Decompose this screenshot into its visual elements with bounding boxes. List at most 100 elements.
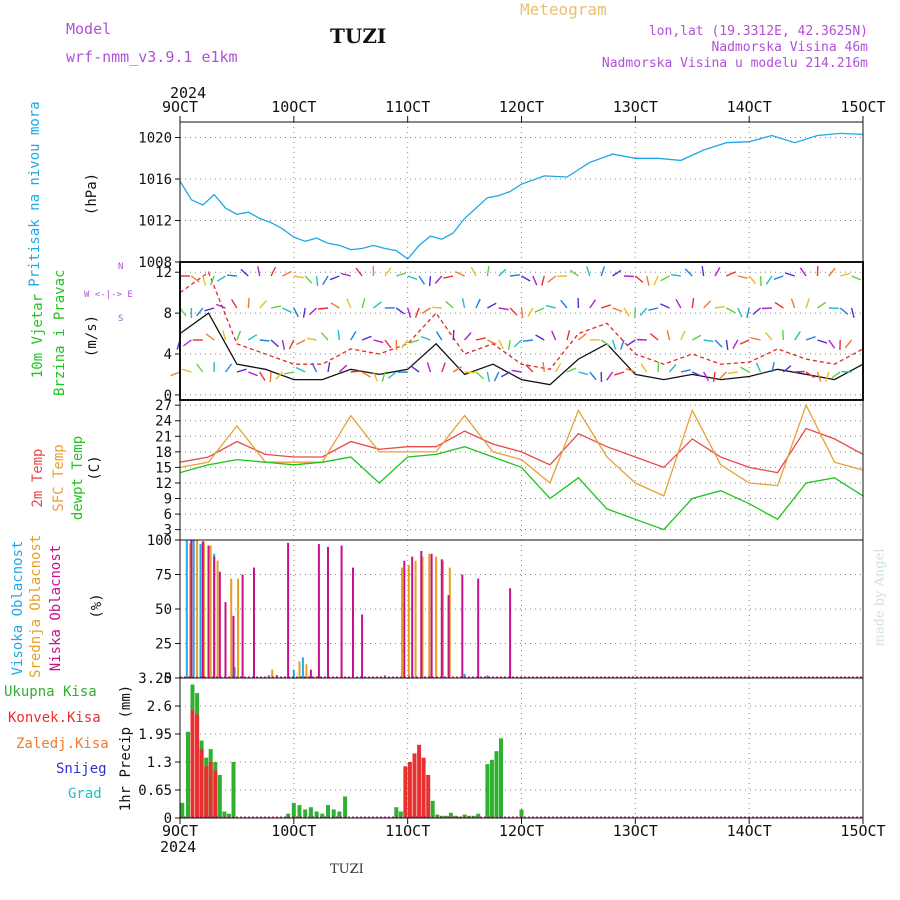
pressure-unit: (hPa) (84, 172, 100, 216)
bar-srednja-oblacnost (189, 542, 192, 678)
wind-arrow (236, 330, 242, 341)
wind-arrow (240, 268, 249, 277)
wind-arrow (577, 333, 587, 341)
wind-arrow (639, 307, 648, 317)
y-tick-label: 18 (155, 445, 172, 461)
wind-arrow (782, 365, 792, 373)
wind-arrow (486, 265, 490, 277)
wind-arrow (431, 306, 442, 309)
wind-arrow (586, 266, 591, 277)
bar-ukupna-kisa (476, 813, 481, 818)
wind-arrow (435, 331, 443, 341)
wind-arrow (828, 339, 836, 349)
bar-ukupna-kisa (222, 811, 227, 818)
wind-arrow (204, 307, 215, 312)
bar-visoka-oblacnost (429, 675, 432, 678)
wind-arrow (850, 307, 855, 318)
wind-arrow (547, 275, 557, 283)
wind-arrow (653, 275, 659, 286)
watermark: made by Angel (872, 548, 888, 647)
bar-ukupna-kisa (217, 774, 222, 818)
bar-niska-oblacnost (317, 544, 320, 678)
bar-niska-oblacnost (232, 615, 235, 678)
bar-niska-oblacnost (190, 540, 193, 678)
wind-arrow (521, 275, 531, 282)
precip-legend-snow: Snijeg (56, 761, 107, 777)
y-tick-label: 1.95 (138, 727, 172, 743)
bar-niska-oblacnost (213, 556, 216, 678)
model-name: wrf-nmm_v3.9.1 e1km (66, 48, 238, 66)
wind-arrow (340, 272, 351, 277)
y-tick-label: 12 (155, 476, 172, 492)
wind-arrow (542, 362, 545, 373)
wind-arrow (817, 301, 827, 309)
wind-arrow (315, 275, 319, 286)
y-tick-label: 100 (147, 533, 172, 549)
bar-ukupna-kisa (444, 815, 449, 818)
wind-legend-we: W <-|-> E (84, 290, 133, 300)
wind-arrow (511, 369, 522, 373)
y-tick-label: 50 (155, 602, 172, 618)
wind-arrow (361, 335, 372, 341)
wind-arrow (726, 307, 736, 314)
wind-arrow (498, 307, 509, 311)
bar-konvek-kisa (195, 714, 200, 818)
bar-niska-oblacnost (241, 574, 244, 678)
wind-arrow (755, 362, 762, 373)
bar-srednja-oblacnost (196, 540, 199, 678)
bar-ukupna-kisa (394, 807, 399, 818)
wind-arrow (752, 307, 761, 315)
wind-arrow (668, 363, 677, 373)
cloud-label-high: Visoka Oblacnost (10, 540, 26, 676)
wind-arrow (247, 334, 258, 341)
wind-arrow (839, 307, 849, 315)
wind-arrow (527, 307, 534, 318)
wind-arrow (216, 275, 226, 282)
wind-arrow (283, 371, 294, 375)
wind-arrow (182, 339, 192, 347)
wind-arrow (840, 272, 851, 277)
wind-arrow (748, 275, 757, 285)
wind-arrow (429, 275, 432, 287)
wind-arrow (636, 338, 647, 341)
y-tick-label: 1012 (138, 214, 172, 230)
x-tick-label-top: 14OCT (727, 98, 772, 116)
y-tick-label: 1016 (138, 172, 172, 188)
y-tick-label: 2.6 (147, 699, 172, 715)
wind-arrow (282, 307, 292, 314)
bar-srednja-oblacnost (271, 669, 274, 678)
y-tick-label: 0 (164, 388, 172, 404)
precip-legend-hail: Grad (68, 786, 102, 802)
wind-arrow (691, 371, 702, 377)
wind-arrow (445, 300, 454, 309)
bar-ukupna-kisa (180, 802, 185, 818)
precip-unit: 1hr Precip (mm) (118, 684, 134, 812)
precip-legend-conv: Konvek.Kisa (8, 710, 101, 726)
bar-niska-oblacnost (253, 567, 255, 678)
bar-konvek-kisa (421, 757, 426, 818)
wind-arrow (493, 371, 500, 382)
wind-arrow (455, 271, 465, 277)
wind-arrow (726, 271, 736, 277)
wind-arrow (295, 339, 306, 346)
wind-arrow (329, 275, 340, 281)
bar-niska-oblacnost (224, 602, 227, 678)
wind-arrow (338, 364, 348, 373)
wind-arrow (302, 307, 306, 318)
wind-arrow (703, 300, 712, 309)
wind-arrow (196, 307, 204, 317)
bar-konvek-kisa (407, 762, 412, 818)
bar-ukupna-kisa (485, 764, 490, 818)
wind-arrow (805, 298, 810, 309)
wind-arrow (330, 302, 340, 309)
wind-arrow (725, 339, 729, 350)
series-line-dewpt-temp (179, 446, 864, 531)
wind-arrow (718, 371, 727, 380)
bar-ukupna-kisa (494, 751, 499, 818)
y-tick-label: 12 (155, 265, 172, 281)
wind-arrow (464, 371, 475, 374)
wind-arrow (270, 305, 282, 309)
wind-arrow (487, 339, 497, 345)
wind-arrow (396, 272, 407, 277)
wind-arrow (259, 371, 266, 381)
